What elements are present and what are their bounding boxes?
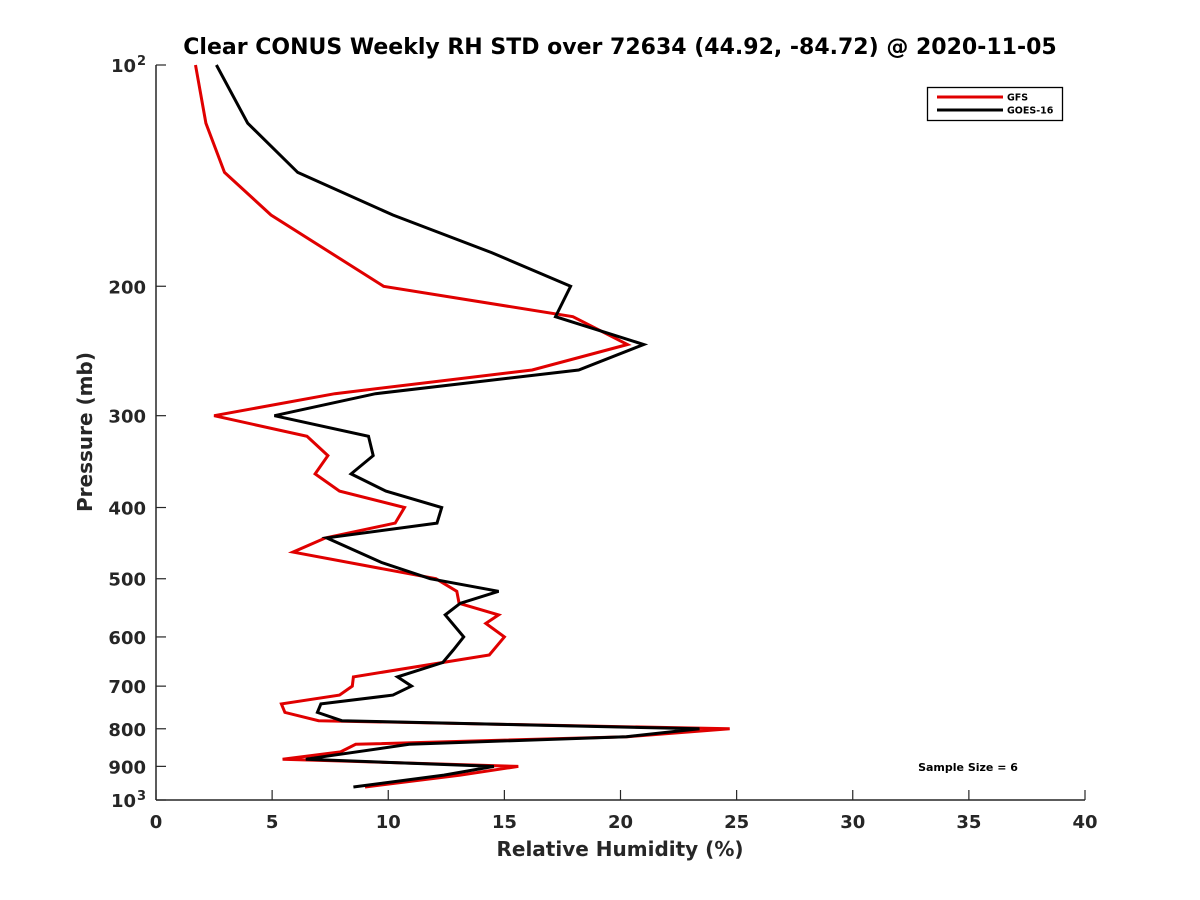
- y-tick-label: 400: [108, 499, 146, 520]
- sample-size-annotation: Sample Size = 6: [918, 761, 1018, 774]
- y-tick-label: 900: [108, 757, 146, 778]
- y-tick-label: 500: [108, 570, 146, 591]
- legend-label: GFS: [1007, 93, 1028, 104]
- y-tick-label: 10: [111, 56, 136, 77]
- y-tick-label: 700: [108, 677, 146, 698]
- x-tick-label: 30: [840, 812, 865, 833]
- y-tick-label: 600: [108, 628, 146, 649]
- series-layer: [194, 64, 730, 789]
- y-tick-label: 10: [111, 791, 136, 812]
- series-line-gfs: [194, 64, 730, 789]
- series-line-goes-16: [215, 64, 700, 789]
- x-tick-label: 10: [376, 812, 401, 833]
- x-tick-label: 25: [724, 812, 749, 833]
- x-tick-label: 0: [150, 812, 163, 833]
- x-tick-label: 15: [492, 812, 517, 833]
- legend: GFS GOES-16: [926, 86, 1064, 122]
- y-tick-label-exponent: 3: [137, 789, 146, 804]
- legend-box: [926, 86, 1064, 122]
- chart-title: Clear CONUS Weekly RH STD over 72634 (44…: [183, 35, 1056, 60]
- x-axis-label: Relative Humidity (%): [496, 837, 743, 861]
- y-tick-label: 200: [108, 277, 146, 298]
- y-axis-label: Pressure (mb): [73, 352, 97, 512]
- x-tick-label: 35: [956, 812, 981, 833]
- x-tick-label: 40: [1072, 812, 1097, 833]
- legend-label: GOES-16: [1007, 106, 1054, 117]
- y-tick-label-exponent: 2: [137, 54, 146, 69]
- x-tick-label: 20: [608, 812, 633, 833]
- y-tick-label: 800: [108, 720, 146, 741]
- y-tick-label: 300: [108, 407, 146, 428]
- x-tick-label: 5: [266, 812, 279, 833]
